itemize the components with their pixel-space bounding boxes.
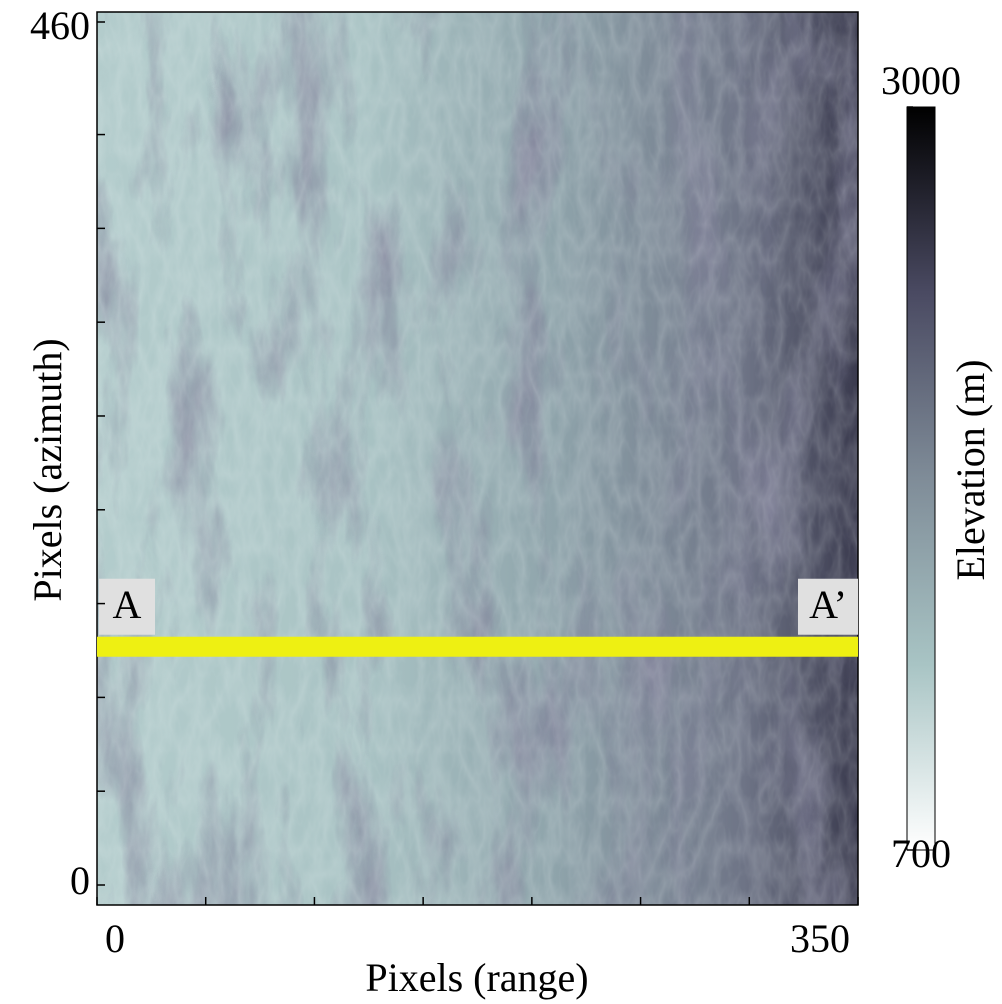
x-tick-label: 350 [790, 916, 850, 961]
colorbar-label: Elevation (m) [948, 359, 993, 580]
plot-frame [96, 11, 859, 906]
y-axis-label: Pixels (azimuth) [25, 338, 70, 601]
profile-start-label: A [113, 582, 142, 627]
colorbar-tick-label: 700 [891, 831, 951, 876]
elevation-map [97, 12, 858, 905]
y-tick-label: 0 [70, 858, 90, 903]
profile-end-label: A’ [809, 582, 847, 627]
x-tick-label: 0 [105, 916, 125, 961]
profile-label-bg [798, 578, 858, 635]
colorbar-tick-label: 3000 [881, 58, 961, 103]
colorbar [906, 106, 936, 851]
y-tick-label: 460 [30, 3, 90, 48]
profile-label-bg [99, 578, 155, 635]
x-axis-label: Pixels (range) [365, 955, 588, 1000]
profile-line [97, 636, 858, 657]
